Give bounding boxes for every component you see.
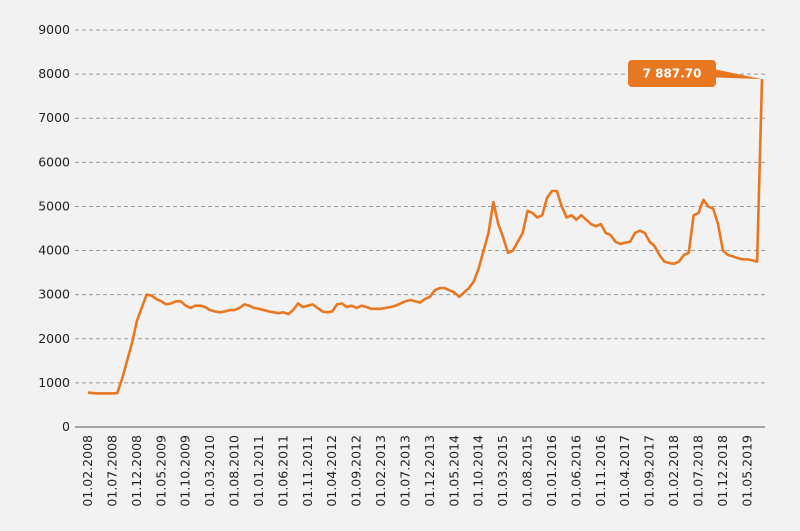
x-tick-label: 01.07.2018: [691, 435, 706, 507]
x-tick-label: 01.06.2011: [275, 435, 290, 507]
x-tick-label: 01.02.2018: [666, 435, 681, 507]
x-tick-label: 01.11.2011: [300, 435, 315, 507]
x-tick-label: 01.12.2008: [129, 435, 144, 507]
y-tick-label: 9000: [38, 22, 70, 37]
y-tick-label: 0: [62, 419, 70, 434]
x-tick-label: 01.02.2008: [80, 435, 95, 507]
x-tick-label: 01.11.2016: [593, 435, 608, 507]
x-tick-label: 01.02.2013: [373, 435, 388, 507]
y-tick-label: 4000: [38, 243, 70, 258]
x-tick-label: 01.09.2017: [642, 435, 657, 507]
y-tick-label: 1000: [38, 375, 70, 390]
x-tick-label: 01.03.2010: [202, 435, 217, 507]
x-tick-label: 01.10.2014: [471, 435, 486, 507]
x-tick-label: 01.06.2016: [568, 435, 583, 507]
data-line: [87, 79, 764, 395]
x-tick-label: 01.05.2014: [446, 435, 461, 507]
x-tick-label: 01.12.2013: [422, 435, 437, 507]
x-tick-label: 01.04.2017: [617, 435, 632, 507]
x-tick-label: 01.07.2013: [397, 435, 412, 507]
x-tick-label: 01.12.2018: [715, 435, 730, 507]
x-tick-label: 01.05.2009: [153, 435, 168, 507]
y-tick-label: 3000: [38, 287, 70, 302]
x-tick-label: 01.04.2012: [324, 435, 339, 507]
x-tick-label: 01.05.2019: [739, 435, 754, 507]
y-tick-label: 7000: [38, 110, 70, 125]
x-tick-label: 01.07.2008: [104, 435, 119, 507]
x-tick-label: 01.01.2011: [251, 435, 266, 507]
x-tick-label: 01.10.2009: [178, 435, 193, 507]
callout-box: [628, 60, 716, 87]
x-tick-label: 01.09.2012: [349, 435, 364, 507]
x-tick-label: 01.03.2015: [495, 435, 510, 507]
y-tick-label: 2000: [38, 331, 70, 346]
y-tick-label: 8000: [38, 66, 70, 81]
callout-pointer: [716, 69, 762, 80]
value-label: 7 887.70: [643, 67, 702, 81]
x-tick-label: 01.08.2015: [520, 435, 535, 507]
x-tick-label: 01.08.2010: [227, 435, 242, 507]
y-tick-label: 6000: [38, 154, 70, 169]
x-tick-label: 01.01.2016: [544, 435, 559, 507]
y-tick-label: 5000: [38, 198, 70, 213]
